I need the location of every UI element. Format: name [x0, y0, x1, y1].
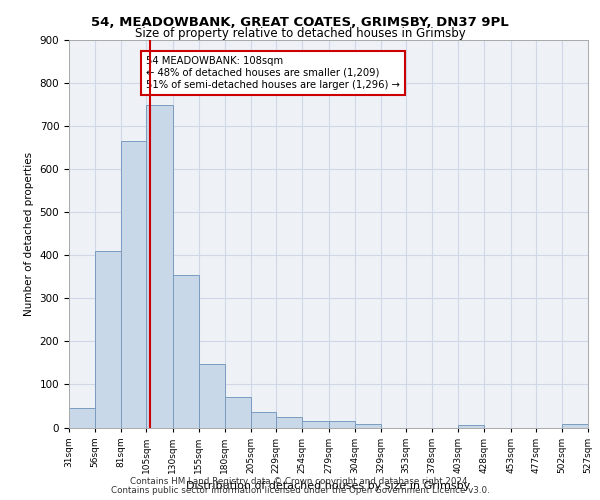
- Bar: [69, 408, 95, 428]
- Bar: [458, 426, 484, 428]
- Text: Contains public sector information licensed under the Open Government Licence v3: Contains public sector information licen…: [110, 486, 490, 495]
- Bar: [121, 141, 146, 428]
- Bar: [199, 364, 225, 428]
- Bar: [276, 416, 302, 428]
- Bar: [329, 421, 355, 428]
- Bar: [173, 274, 199, 428]
- X-axis label: Distribution of detached houses by size in Grimsby: Distribution of detached houses by size …: [187, 481, 470, 491]
- Bar: [302, 421, 329, 428]
- Bar: [95, 251, 121, 428]
- Text: Contains HM Land Registry data © Crown copyright and database right 2024.: Contains HM Land Registry data © Crown c…: [130, 478, 470, 486]
- Text: 54, MEADOWBANK, GREAT COATES, GRIMSBY, DN37 9PL: 54, MEADOWBANK, GREAT COATES, GRIMSBY, D…: [91, 16, 509, 29]
- Bar: [355, 424, 381, 428]
- Text: Size of property relative to detached houses in Grimsby: Size of property relative to detached ho…: [134, 26, 466, 40]
- Bar: [146, 104, 173, 428]
- Bar: [562, 424, 588, 428]
- Bar: [251, 412, 276, 428]
- Y-axis label: Number of detached properties: Number of detached properties: [24, 152, 34, 316]
- Bar: [225, 398, 251, 428]
- Text: 54 MEADOWBANK: 108sqm
← 48% of detached houses are smaller (1,209)
51% of semi-d: 54 MEADOWBANK: 108sqm ← 48% of detached …: [146, 56, 400, 90]
